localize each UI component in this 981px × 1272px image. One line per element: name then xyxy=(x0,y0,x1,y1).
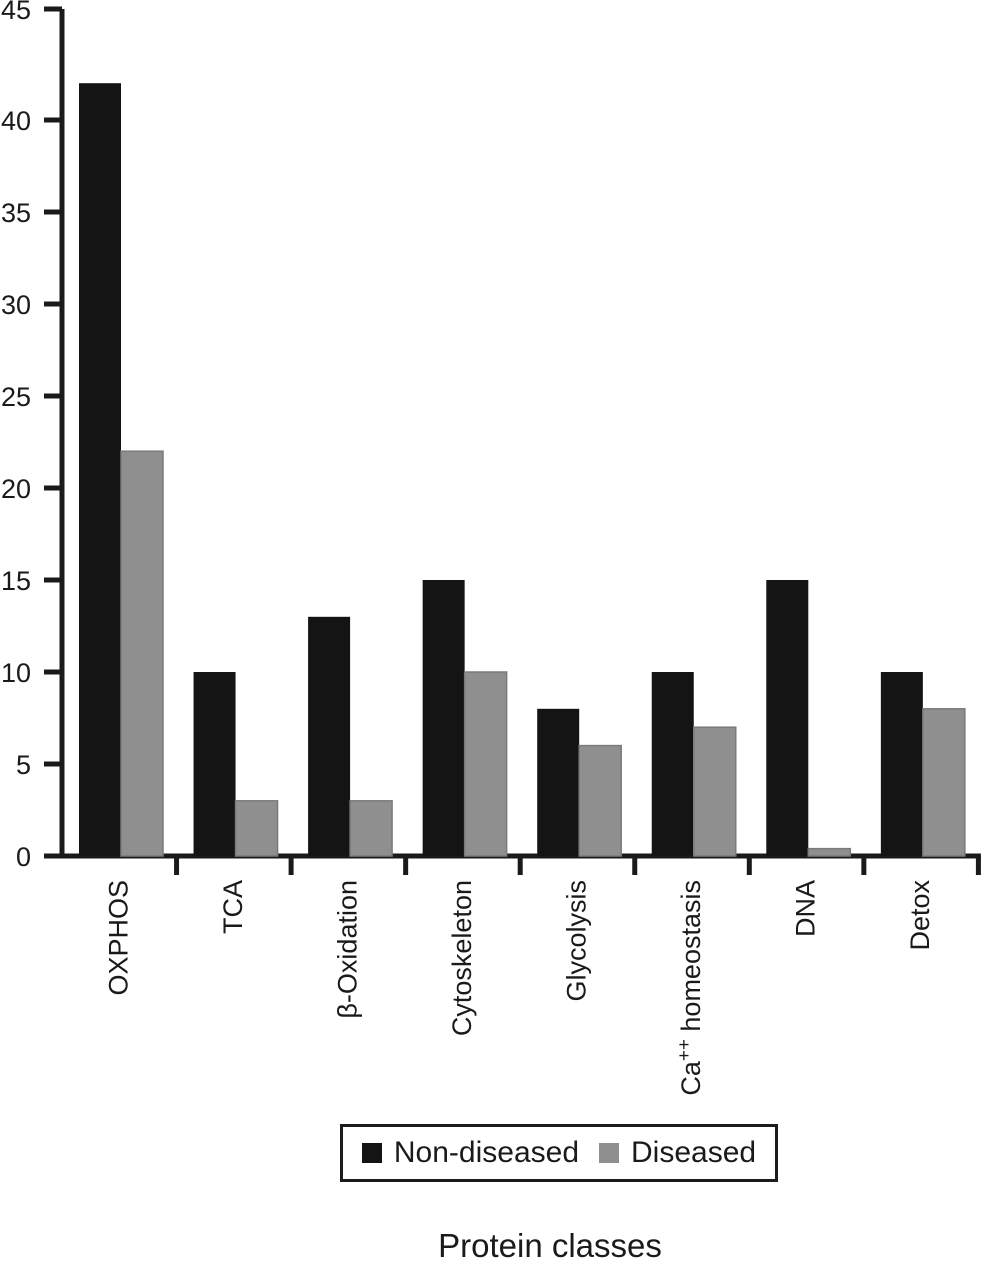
bar-non-diseased-4 xyxy=(537,708,580,856)
bar-diseased-4 xyxy=(578,744,622,857)
y-tick-label: 10 xyxy=(1,658,31,688)
bar-non-diseased-0 xyxy=(79,83,121,856)
bar-diseased-6 xyxy=(807,847,852,857)
x-category-label: β-Oxidation xyxy=(332,880,362,1019)
legend-swatch-non-diseased-icon xyxy=(361,1143,382,1163)
legend-item-diseased: Diseased xyxy=(599,1138,756,1168)
bar-diseased-0 xyxy=(120,450,164,857)
legend-swatch-diseased-icon xyxy=(599,1143,620,1163)
y-tick-label: 30 xyxy=(1,290,31,320)
y-tick-label: 45 xyxy=(1,0,31,25)
y-tick-label: 15 xyxy=(1,566,31,596)
bar-diseased-5 xyxy=(693,726,737,857)
bar-diseased-2 xyxy=(349,800,393,857)
x-category-label: Ca++ homeostasis xyxy=(674,880,706,1096)
legend: Non-diseased Diseased xyxy=(340,1124,778,1182)
x-category-label: Cytoskeleton xyxy=(447,880,477,1036)
legend-label-non-diseased: Non-diseased xyxy=(393,1136,580,1169)
x-category-label: DNA xyxy=(791,880,821,937)
y-tick-label: 20 xyxy=(1,474,31,504)
bar-non-diseased-6 xyxy=(766,580,809,856)
x-category-label: TCA xyxy=(218,880,248,934)
legend-label-diseased: Diseased xyxy=(631,1136,757,1169)
bar-non-diseased-7 xyxy=(880,672,923,856)
y-tick-label: 25 xyxy=(1,382,31,412)
y-tick-label: 0 xyxy=(16,842,31,872)
bar-non-diseased-1 xyxy=(193,672,236,856)
bar-non-diseased-3 xyxy=(422,580,465,856)
y-tick-label: 35 xyxy=(1,198,31,228)
x-category-label: Detox xyxy=(905,880,935,951)
y-tick-label: 5 xyxy=(16,750,31,780)
legend-item-non-diseased: Non-diseased xyxy=(361,1136,580,1169)
bar-diseased-1 xyxy=(234,800,279,857)
x-category-label: Glycolysis xyxy=(561,880,591,1002)
bar-diseased-3 xyxy=(463,671,508,857)
bar-non-diseased-2 xyxy=(308,616,351,856)
y-tick-label: 40 xyxy=(1,106,31,136)
bar-diseased-7 xyxy=(922,708,966,857)
bar-non-diseased-5 xyxy=(651,672,694,856)
x-category-label: OXPHOS xyxy=(103,880,133,996)
x-axis-title: Protein classes xyxy=(438,1227,662,1264)
